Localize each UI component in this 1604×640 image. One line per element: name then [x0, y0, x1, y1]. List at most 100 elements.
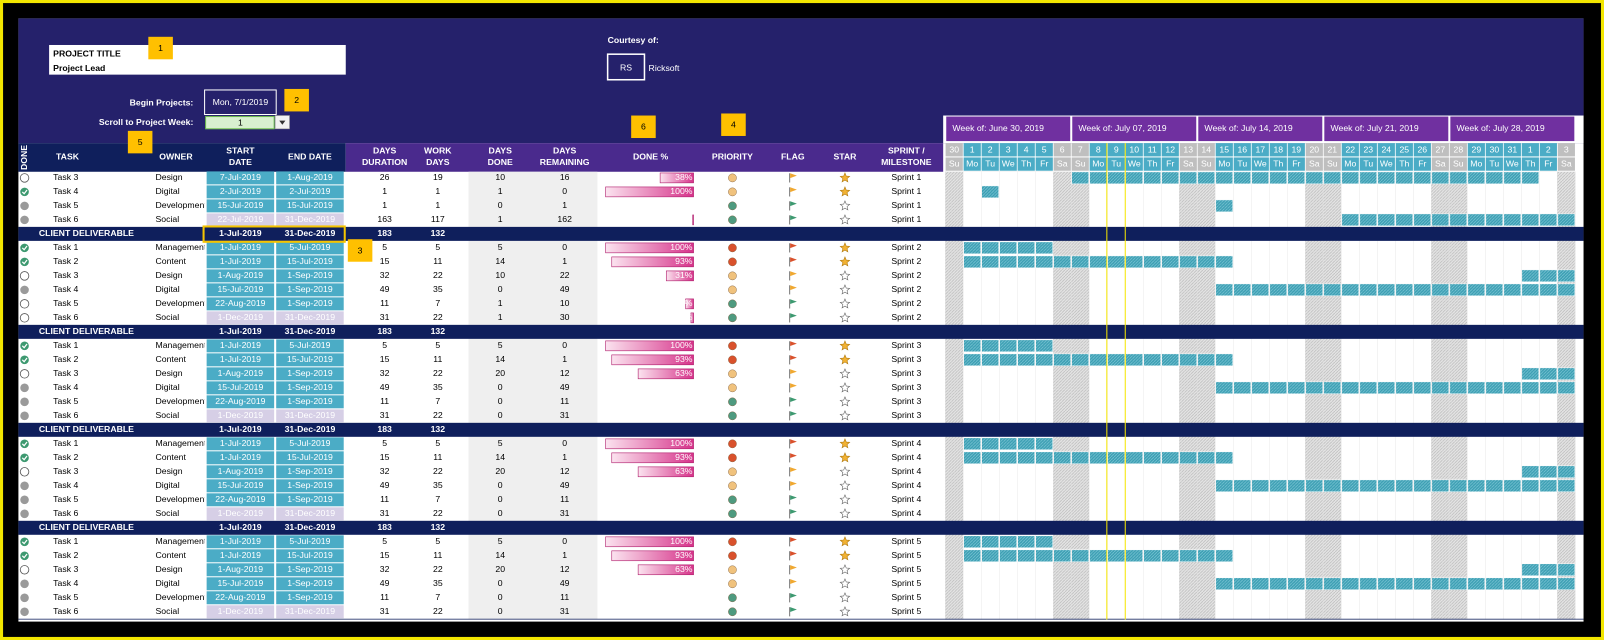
- gantt-bar: [1539, 269, 1558, 283]
- star-filled[interactable]: [839, 256, 851, 267]
- gantt-bar: [1539, 465, 1558, 479]
- star-empty[interactable]: [839, 480, 851, 491]
- star-empty[interactable]: [839, 564, 851, 575]
- priority: [728, 285, 737, 295]
- gantt-bar: [1485, 577, 1504, 591]
- scroll-select[interactable]: [205, 116, 275, 130]
- day-number-cell: [1125, 143, 1143, 157]
- status-done[interactable]: [20, 551, 29, 561]
- days-remaining: 31: [560, 606, 570, 616]
- status-open[interactable]: [19, 565, 30, 575]
- star-empty[interactable]: [839, 312, 851, 323]
- status-pending[interactable]: [20, 285, 29, 295]
- star-filled[interactable]: [839, 172, 851, 183]
- star-empty[interactable]: [839, 494, 851, 505]
- status-done[interactable]: [20, 187, 29, 197]
- star-filled[interactable]: [839, 242, 851, 253]
- star-filled[interactable]: [839, 340, 851, 351]
- status-open[interactable]: [19, 271, 30, 281]
- done-bar: [611, 256, 694, 268]
- star-filled[interactable]: [839, 186, 851, 197]
- status-pending[interactable]: [20, 383, 29, 393]
- status-done[interactable]: [20, 257, 29, 267]
- done-bar: [637, 564, 694, 576]
- status-pending[interactable]: [20, 607, 29, 617]
- star-empty[interactable]: [839, 368, 851, 379]
- star-empty[interactable]: [839, 508, 851, 519]
- gantt-bar: [1197, 171, 1216, 185]
- status-open[interactable]: [19, 369, 30, 379]
- gantt-bar: [963, 451, 981, 465]
- star-filled[interactable]: [839, 354, 851, 365]
- end-date: 1-Sep-2019: [287, 284, 333, 294]
- start-date: 15-Jul-2019: [217, 200, 263, 210]
- star-empty[interactable]: [839, 200, 851, 211]
- status-open[interactable]: [19, 173, 30, 183]
- star-empty[interactable]: [839, 606, 851, 617]
- star-empty[interactable]: [839, 382, 851, 393]
- end-date: 1-Sep-2019: [287, 298, 333, 308]
- day-letter-cell: [1233, 157, 1251, 171]
- flag: [790, 593, 797, 598]
- status-pending[interactable]: [20, 495, 29, 505]
- status-open[interactable]: [19, 467, 30, 477]
- status-pending[interactable]: [20, 593, 29, 603]
- status-pending[interactable]: [20, 201, 29, 211]
- gantt-bar: [1215, 577, 1234, 591]
- priority: [728, 607, 737, 617]
- status-open[interactable]: [19, 313, 30, 323]
- star-empty[interactable]: [839, 214, 851, 225]
- work-days: 7: [435, 494, 440, 504]
- gantt-bar: [1161, 451, 1180, 465]
- done-bar: [605, 242, 694, 254]
- done-bar: [605, 186, 694, 198]
- star-empty[interactable]: [839, 592, 851, 603]
- status-done[interactable]: [20, 341, 29, 351]
- status-pending[interactable]: [20, 509, 29, 519]
- star-filled[interactable]: [839, 536, 851, 547]
- status-done[interactable]: [20, 537, 29, 547]
- status-pending[interactable]: [20, 397, 29, 407]
- day-letter: Tu: [1237, 159, 1247, 169]
- gantt-bar: [1197, 255, 1216, 269]
- work-days: 22: [433, 466, 443, 476]
- star-empty[interactable]: [839, 578, 851, 589]
- status-pending[interactable]: [20, 215, 29, 225]
- star-empty[interactable]: [839, 298, 851, 309]
- work-days: 11: [433, 256, 442, 266]
- gantt-bar: [1143, 353, 1162, 367]
- status-pending[interactable]: [20, 579, 29, 589]
- status-pending[interactable]: [20, 411, 29, 421]
- logo-mark: RS: [620, 62, 632, 72]
- star-empty[interactable]: [839, 284, 851, 295]
- flag: [790, 369, 797, 375]
- days-done: 0: [498, 606, 503, 616]
- day-number: 10: [1129, 144, 1139, 154]
- day-letter: Sa: [1309, 159, 1320, 169]
- status-done[interactable]: [20, 439, 29, 449]
- work-days: 1: [435, 200, 440, 210]
- star-filled[interactable]: [839, 438, 851, 449]
- status-done[interactable]: [20, 355, 29, 365]
- begin-input[interactable]: [204, 89, 277, 116]
- sprint: Sprint 2: [891, 256, 921, 266]
- gantt-bar: [1539, 367, 1558, 381]
- star-empty[interactable]: [839, 410, 851, 421]
- gantt-bar: [1413, 479, 1432, 493]
- duration: 15: [380, 550, 390, 560]
- status-pending[interactable]: [20, 481, 29, 491]
- star-filled[interactable]: [839, 452, 851, 463]
- gantt-bar: [1017, 339, 1035, 353]
- star-filled[interactable]: [839, 550, 851, 561]
- star-empty[interactable]: [839, 396, 851, 407]
- status-done[interactable]: [20, 243, 29, 253]
- status-done[interactable]: [20, 453, 29, 463]
- sprint: Sprint 2: [891, 270, 921, 280]
- start-date-cell: [206, 479, 275, 493]
- star-empty[interactable]: [839, 270, 851, 281]
- done-label: 63%: [675, 466, 693, 476]
- sprint: Sprint 5: [891, 536, 921, 546]
- star-empty[interactable]: [839, 466, 851, 477]
- gantt-bar: [1359, 283, 1378, 297]
- status-open[interactable]: [19, 299, 30, 309]
